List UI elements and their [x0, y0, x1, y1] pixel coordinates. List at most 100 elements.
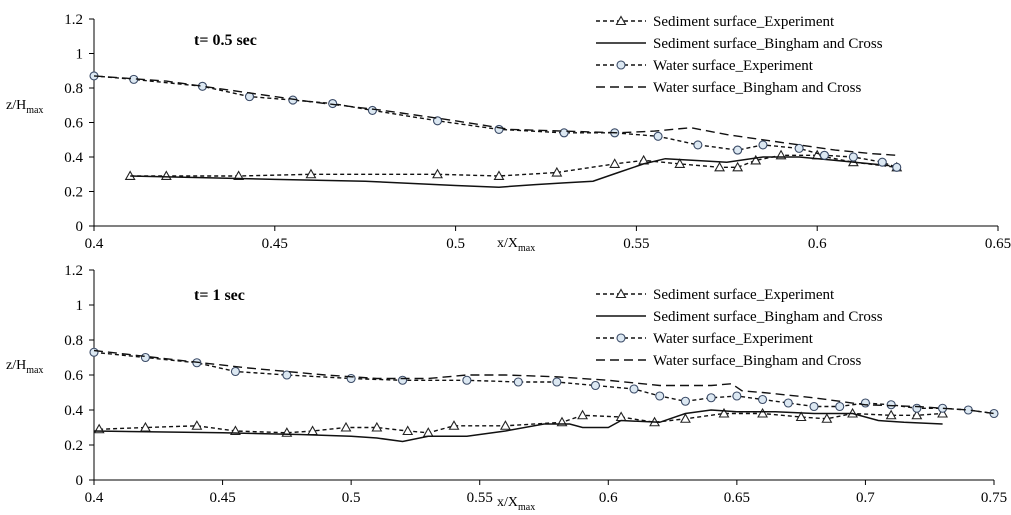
- data-point: [860, 398, 870, 408]
- x-tick-label: 0.65: [985, 236, 1011, 252]
- legend-entry-water-surface-experiment: Water surface_Experiment: [596, 331, 814, 347]
- data-point: [346, 373, 356, 384]
- data-point: [886, 400, 896, 410]
- x-axis-label: x/Xmax: [497, 495, 535, 513]
- legend-swatch-marker: [615, 15, 627, 26]
- data-point: [371, 421, 383, 432]
- data-point: [794, 143, 804, 153]
- data-point: [160, 170, 172, 181]
- data-point: [885, 409, 897, 420]
- data-point: [462, 375, 472, 385]
- data-point: [693, 140, 703, 150]
- series-line-sediment-surface-experiment: [99, 412, 943, 434]
- x-tick-label: 0.65: [724, 490, 750, 506]
- data-point: [680, 396, 690, 406]
- y-tick-label: 0.8: [64, 333, 83, 349]
- data-point: [821, 413, 833, 423]
- data-point: [577, 409, 589, 420]
- data-point: [513, 377, 523, 387]
- legend-entry-water-surface-bingham-and-cross: Water surface_Bingham and Cross: [596, 353, 861, 369]
- data-point: [732, 391, 742, 401]
- data-point: [655, 391, 665, 401]
- x-axis-label: x/Xmax: [497, 236, 535, 254]
- data-point: [795, 411, 807, 422]
- legend-swatch-marker: [615, 288, 627, 299]
- data-point: [718, 407, 730, 418]
- data-point: [679, 413, 691, 423]
- data-point: [783, 398, 793, 408]
- data-point: [757, 407, 769, 418]
- data-point: [432, 168, 443, 179]
- data-point: [328, 98, 338, 109]
- data-point: [340, 421, 352, 432]
- x-tick-label: 0.6: [599, 490, 618, 506]
- data-point: [732, 161, 744, 172]
- series-water-surface-bingham-and-cross: [93, 75, 897, 156]
- y-axis-label: z/Hmax: [6, 98, 43, 116]
- series-sediment-surface-experiment: [124, 149, 903, 181]
- data-point: [706, 393, 716, 403]
- legend-entry-water-surface-experiment: Water surface_Experiment: [596, 58, 814, 74]
- data-point: [305, 168, 317, 179]
- series-water-surface-bingham-and-cross: [93, 349, 995, 415]
- data-point: [674, 158, 686, 168]
- legend-swatch-marker: [616, 60, 626, 70]
- data-point: [877, 157, 887, 167]
- legend-label: Water surface_Experiment: [653, 331, 814, 347]
- data-point: [590, 380, 600, 391]
- data-point: [493, 170, 505, 181]
- data-point: [758, 140, 768, 150]
- y-tick-label: 0: [76, 473, 84, 489]
- data-point: [230, 366, 240, 377]
- data-point: [282, 370, 292, 380]
- data-point: [911, 409, 923, 420]
- data-point: [758, 394, 768, 405]
- data-point: [809, 401, 819, 412]
- y-tick-label: 1.2: [64, 12, 83, 28]
- data-point: [937, 407, 949, 418]
- x-tick-label: 0.5: [342, 490, 361, 506]
- y-tick-label: 0.4: [64, 150, 83, 166]
- x-axis-label-sub: max: [518, 502, 535, 513]
- legend-entry-sediment-surface-bingham-and-cross: Sediment surface_Bingham and Cross: [596, 309, 883, 325]
- data-point: [819, 150, 829, 160]
- data-point: [653, 131, 663, 141]
- series-line-water-surface-experiment: [93, 75, 898, 168]
- y-axis-label-sub: max: [26, 365, 43, 376]
- data-point: [892, 162, 902, 172]
- series-line-sediment-surface-bingham-and-cross: [130, 156, 890, 188]
- x-axis-label-main: x/X: [497, 495, 518, 510]
- series-sediment-surface-bingham-and-cross: [130, 156, 890, 188]
- y-tick-label: 0.4: [64, 403, 83, 419]
- x-tick-label: 0.6: [808, 236, 827, 252]
- x-tick-label: 0.45: [262, 236, 288, 252]
- x-tick-label: 0.5: [446, 236, 465, 252]
- y-axis-label: z/Hmax: [6, 358, 43, 376]
- data-point: [499, 420, 511, 430]
- y-tick-label: 0.2: [64, 438, 83, 454]
- y-axis-label-sub: max: [26, 105, 43, 116]
- y-axis-label-main: z/H: [6, 358, 26, 373]
- data-point: [432, 116, 443, 126]
- legend-label: Water surface_Bingham and Cross: [653, 80, 861, 96]
- data-point: [89, 347, 99, 357]
- x-tick-label: 0.4: [85, 236, 104, 252]
- x-tick-label: 0.45: [209, 490, 235, 506]
- y-tick-label: 1: [76, 47, 84, 63]
- data-point: [835, 401, 845, 412]
- series-sediment-surface-bingham-and-cross: [93, 409, 943, 443]
- legend-label: Sediment surface_Bingham and Cross: [653, 36, 883, 52]
- data-point: [367, 105, 377, 115]
- data-point: [912, 403, 922, 413]
- y-axis-label-main: z/H: [6, 98, 26, 113]
- legend-label: Water surface_Bingham and Cross: [653, 353, 861, 369]
- legend-label: Sediment surface_Bingham and Cross: [653, 309, 883, 325]
- y-tick-label: 0.6: [64, 116, 83, 132]
- y-tick-label: 0.6: [64, 368, 83, 384]
- data-point: [750, 154, 762, 165]
- data-point: [402, 425, 414, 436]
- time-annotation: t= 1 sec: [194, 287, 245, 304]
- x-tick-label: 0.4: [85, 490, 104, 506]
- chart-t-1-sec: 0 0.2 0.4 0.6 0.8 1 1.2 0.4 0.45 0.5 0.55 0.6 0.65 0.…: [6, 263, 1007, 513]
